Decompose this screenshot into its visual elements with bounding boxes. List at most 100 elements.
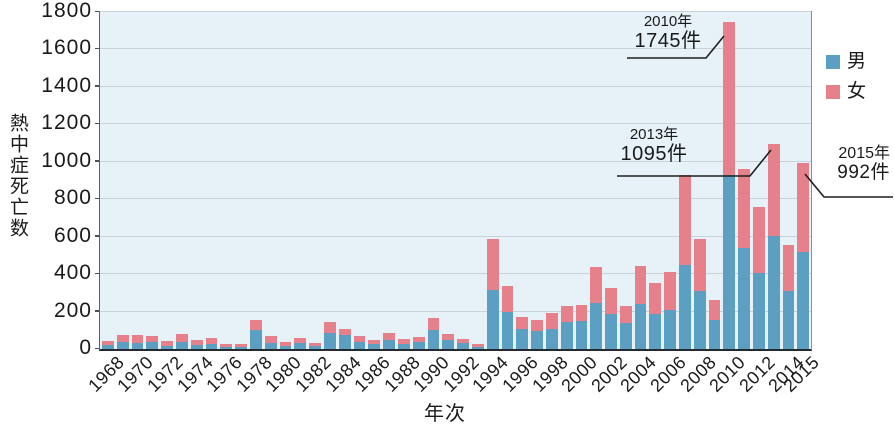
bar-1968-male-segment [102, 344, 114, 349]
legend-label-female: 女 [847, 81, 867, 102]
bar-1968-female-segment [102, 340, 114, 345]
annotation-2013-value: 1095件 [620, 143, 688, 165]
plot-area [99, 11, 812, 351]
x-axis-label-2004: 2004 [616, 352, 661, 396]
bar-1975-female-segment [205, 338, 218, 344]
x-axis-label-1982: 1982 [291, 352, 336, 396]
bar-1991-female-segment [442, 334, 455, 341]
bar-1972-male-segment [161, 345, 173, 349]
bar-2010-female-segment [723, 22, 736, 175]
bar-1981-male-segment [294, 343, 307, 349]
bar-2008 [693, 12, 706, 349]
bar-2015-female-segment [797, 163, 810, 253]
legend-item-female: 女 [826, 82, 866, 101]
bar-1992-female-segment [457, 339, 469, 344]
y-axis-label-1800: 1800 [41, 0, 92, 22]
gridline-1200 [100, 123, 811, 125]
bar-1977-female-segment [235, 344, 247, 348]
female-color-swatch [826, 84, 840, 99]
x-axis-label-2008: 2008 [675, 352, 720, 396]
bar-1974-male-segment [190, 344, 203, 349]
bar-2001-female-segment [590, 267, 603, 303]
bar-1978-female-segment [249, 319, 262, 331]
legend-item-male: 男 [826, 52, 866, 71]
gridline-1600 [100, 48, 811, 50]
bar-1973-male-segment [175, 341, 188, 349]
bar-1971-male-segment [146, 341, 159, 349]
bar-2002 [605, 12, 617, 349]
bar-1985 [353, 12, 366, 349]
bar-1983 [323, 12, 336, 349]
bar-1979-female-segment [264, 336, 277, 343]
bar-1986-male-segment [368, 343, 381, 349]
bar-1989-male-segment [412, 341, 425, 349]
annotation-2015-value: 992件 [837, 162, 890, 183]
bar-2013 [767, 12, 780, 349]
bar-1990-female-segment [427, 318, 440, 330]
bar-2011-female-segment [738, 169, 751, 248]
bar-1977 [235, 12, 247, 349]
bar-1974 [190, 12, 203, 349]
bar-1982-female-segment [309, 343, 321, 347]
y-axis-label-400: 400 [53, 261, 92, 285]
bar-2015-male-segment [797, 252, 810, 349]
bar-2001-male-segment [590, 302, 603, 349]
bar-2000-female-segment [575, 305, 588, 321]
bar-1989-female-segment [412, 337, 425, 342]
y-axis-labels: 0 200 400 600 800 1000 1200 1400 1600 1800 [0, 0, 92, 359]
bar-2004-male-segment [634, 304, 647, 349]
bars-container [100, 12, 811, 349]
bar-1999-female-segment [560, 306, 573, 323]
bar-1981 [294, 12, 307, 349]
y-axis-tick-1600 [95, 47, 99, 50]
bar-1997 [531, 12, 543, 349]
bar-2013-male-segment [767, 235, 780, 349]
bar-2005 [649, 12, 662, 349]
x-axis-label-1978: 1978 [232, 352, 276, 396]
bar-2011-male-segment [738, 247, 751, 349]
bar-1968 [102, 12, 114, 349]
bar-2006-male-segment [664, 309, 677, 349]
bar-1970-female-segment [131, 334, 144, 344]
bar-1984 [338, 12, 351, 349]
bar-1977-male-segment [235, 347, 247, 349]
bar-1992 [457, 12, 469, 349]
bar-1994-male-segment [486, 290, 499, 349]
bar-1980-female-segment [279, 342, 292, 346]
bar-1995 [501, 12, 514, 349]
bar-1996 [516, 12, 529, 349]
bar-1976 [220, 12, 233, 349]
bar-1976-male-segment [220, 346, 233, 349]
bar-2014-male-segment [782, 290, 795, 349]
bar-2002-male-segment [605, 314, 617, 349]
bar-1996-male-segment [516, 328, 529, 349]
bar-1984-male-segment [338, 335, 351, 349]
bar-2003-female-segment [619, 305, 632, 323]
gridline-200 [100, 310, 811, 312]
gridline-1400 [100, 85, 811, 87]
bar-1998 [545, 12, 558, 349]
x-axis-label-1996: 1996 [498, 352, 543, 396]
bar-1972-female-segment [161, 340, 173, 346]
bar-2004 [634, 12, 647, 349]
bar-2002-female-segment [605, 287, 617, 315]
bar-1987-female-segment [383, 333, 395, 340]
bar-1976-female-segment [220, 343, 233, 347]
bar-1997-female-segment [531, 320, 543, 332]
x-axis-label-1986: 1986 [350, 352, 395, 396]
bar-1990-male-segment [427, 329, 440, 349]
bar-1993-male-segment [471, 346, 484, 349]
male-color-swatch [826, 54, 840, 69]
bar-1993-female-segment [471, 343, 484, 347]
annotation-2010-value: 1745件 [634, 30, 702, 52]
bar-1989 [412, 12, 425, 349]
x-axis-label-2000: 2000 [557, 352, 602, 396]
x-axis-label-1968: 1968 [84, 352, 129, 396]
bar-1995-male-segment [501, 312, 514, 349]
y-axis-label-1200: 1200 [41, 111, 92, 135]
x-axis-label-1984: 1984 [320, 352, 365, 396]
y-axis-tick-1800 [95, 10, 99, 12]
bar-2015 [797, 12, 810, 349]
bar-2010-male-segment [723, 174, 736, 349]
